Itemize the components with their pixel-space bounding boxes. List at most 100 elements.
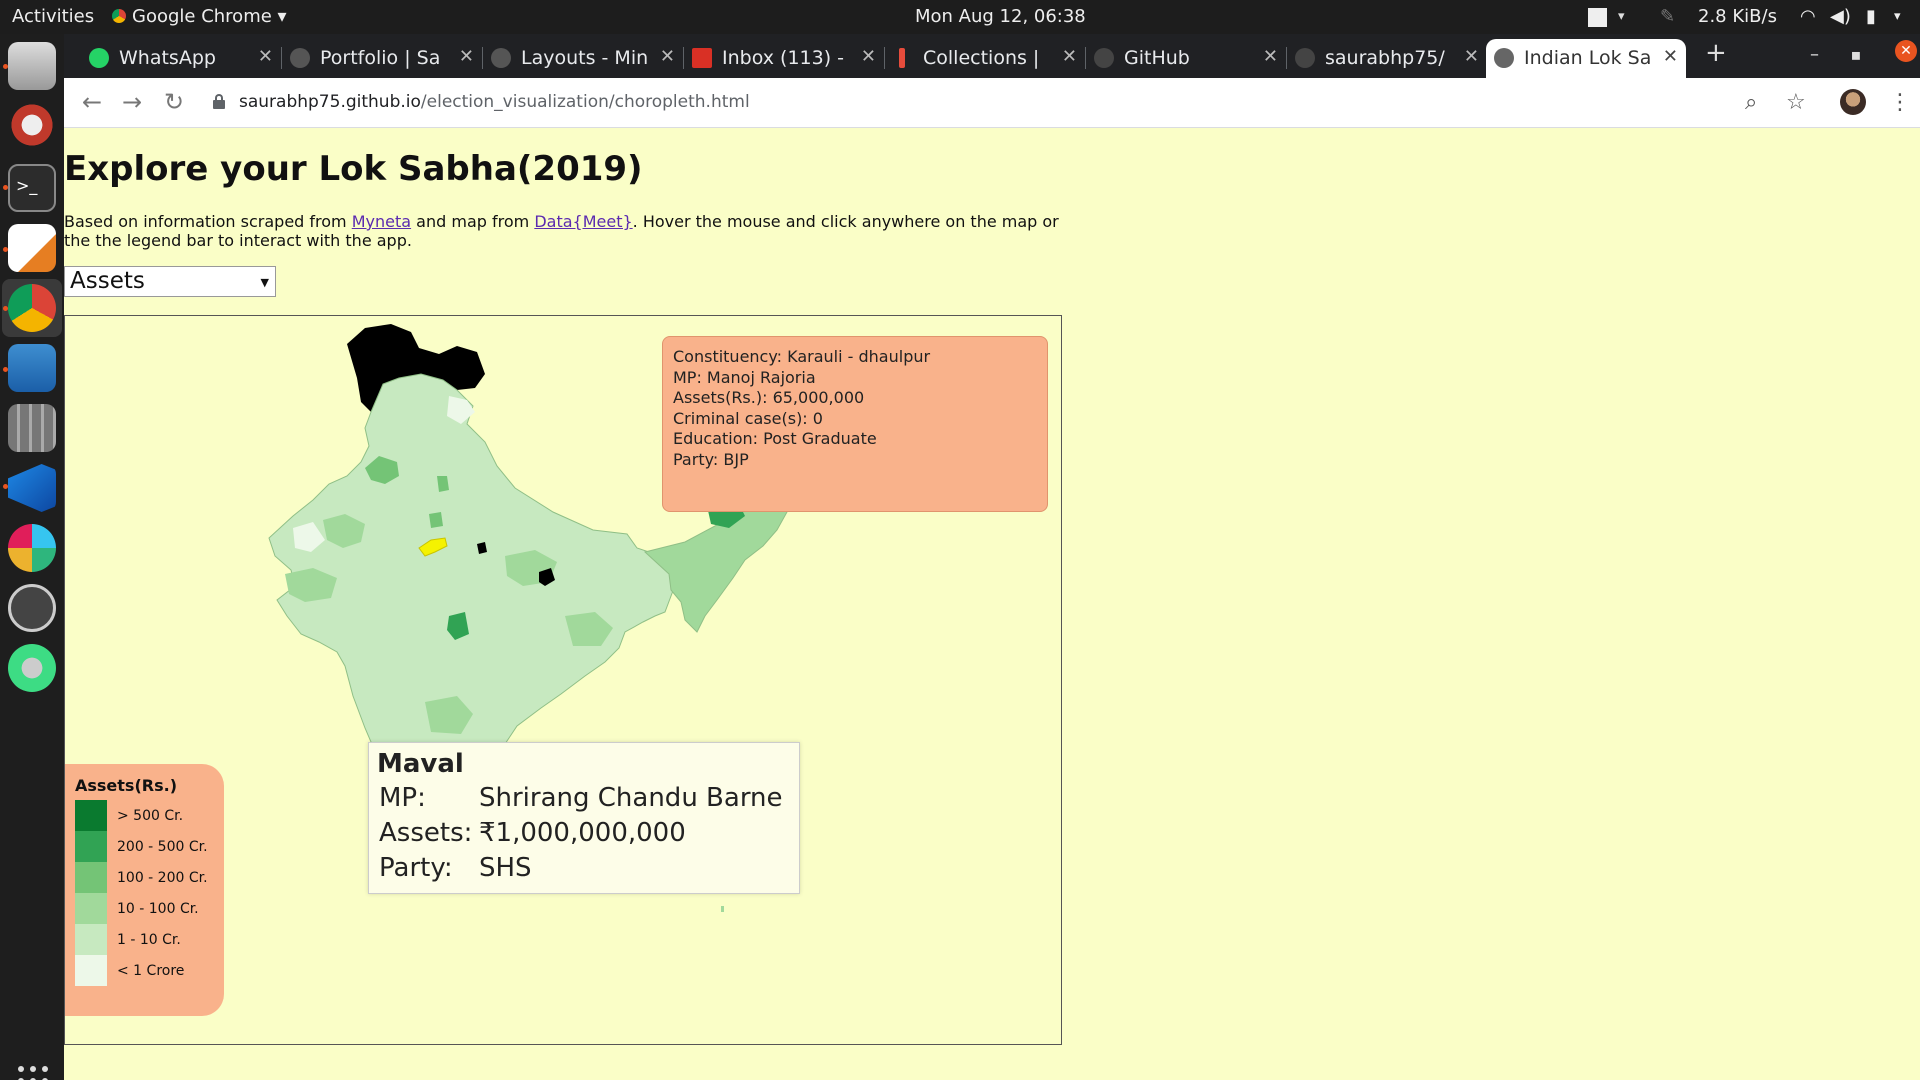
close-tab-icon[interactable]: ✕ (1662, 46, 1678, 67)
map-region-dark[interactable] (429, 512, 443, 528)
map-region-jammu-kashmir[interactable] (347, 324, 485, 412)
legend-item[interactable]: < 1 Crore (75, 955, 215, 986)
metric-select[interactable]: Assets ▼ (64, 266, 276, 297)
chrome-icon (112, 9, 126, 23)
text-editor-icon[interactable] (8, 224, 56, 272)
close-tab-icon[interactable]: ✕ (1061, 46, 1077, 67)
legend-item[interactable]: 10 - 100 Cr. (75, 893, 215, 924)
app-menu-label: Google Chrome (132, 6, 272, 27)
map-region-dark[interactable] (437, 476, 449, 492)
terminal-icon[interactable]: >_ (8, 164, 56, 212)
legend-item[interactable]: 100 - 200 Cr. (75, 862, 215, 893)
calculator-icon[interactable] (8, 404, 56, 452)
tab-github[interactable]: GitHub ✕ (1086, 39, 1287, 78)
url-text[interactable]: saurabhp75.github.io/election_visualizat… (239, 92, 750, 112)
tray-caret-icon[interactable]: ▾ (1618, 9, 1625, 24)
writer-icon[interactable] (8, 344, 56, 392)
legend-item[interactable]: 1 - 10 Cr. (75, 924, 215, 955)
battery-icon[interactable]: ▮ (1866, 6, 1876, 27)
maximize-button[interactable]: ◼ (1851, 48, 1861, 62)
tab-portfolio[interactable]: Portfolio | Sa ✕ (282, 39, 483, 78)
tab-title: Layouts - Min (521, 47, 649, 69)
profile-avatar[interactable] (1840, 89, 1866, 115)
tab-layouts[interactable]: Layouts - Min ✕ (483, 39, 684, 78)
close-tab-icon[interactable]: ✕ (860, 46, 876, 67)
pen-icon[interactable]: ✎ (1660, 6, 1676, 27)
map-region-medium[interactable] (323, 514, 365, 548)
show-applications-icon[interactable] (18, 1066, 48, 1080)
map-region-dark[interactable] (447, 612, 469, 640)
tab-collections[interactable]: Collections | ✕ (885, 39, 1086, 78)
map-region-medium[interactable] (285, 568, 337, 602)
tab-github-repo[interactable]: saurabhp75/ ✕ (1287, 39, 1487, 78)
tab-inbox[interactable]: Inbox (113) - ✕ (684, 39, 885, 78)
clock[interactable]: Mon Aug 12, 06:38 (915, 6, 1086, 27)
app-menu[interactable]: Google Chrome ▾ (112, 6, 287, 27)
tab-title: Indian Lok Sa (1524, 47, 1652, 69)
map-region-no-data[interactable] (477, 542, 487, 554)
forward-arrow-icon[interactable]: → (122, 88, 143, 116)
legend-swatch (75, 831, 107, 862)
running-indicator (3, 185, 8, 190)
tab-whatsapp[interactable]: WhatsApp ✕ (81, 39, 282, 78)
more-menu-icon[interactable]: ⋮ (1889, 90, 1911, 115)
legend-item[interactable]: 200 - 500 Cr. (75, 831, 215, 862)
new-tab-button[interactable]: + (1705, 38, 1727, 68)
volume-icon[interactable]: ◀) (1830, 6, 1851, 27)
tab-indian-lok-sabha[interactable]: Indian Lok Sa ✕ (1486, 39, 1686, 78)
info-assets: Assets(Rs.): 65,000,000 (673, 388, 865, 407)
hover-tooltip: Maval MP: Shrirang Chandu Barne Assets: … (368, 742, 800, 894)
map-region-medium[interactable] (425, 696, 473, 734)
datameet-link[interactable]: Data{Meet} (534, 212, 633, 231)
map-region-light[interactable] (293, 522, 325, 552)
map-region-medium[interactable] (565, 612, 613, 646)
legend-label: > 500 Cr. (117, 808, 184, 824)
map-region-no-data[interactable] (539, 568, 555, 586)
lock-icon (213, 94, 225, 109)
software-updater-icon[interactable] (8, 584, 56, 632)
tooltip-constituency: Maval (377, 749, 464, 779)
close-tab-icon[interactable]: ✕ (458, 46, 474, 67)
slack-icon[interactable] (8, 524, 56, 572)
page-title: Explore your Lok Sabha(2019) (64, 149, 643, 189)
close-tab-icon[interactable]: ✕ (659, 46, 675, 67)
tooltip-mp-label: MP: (379, 783, 426, 813)
map-region-light[interactable] (447, 396, 475, 424)
chrome-icon[interactable] (8, 284, 56, 332)
activities-button[interactable]: Activities (12, 6, 95, 27)
tab-title: Inbox (113) - (722, 47, 845, 69)
files-icon[interactable] (8, 42, 56, 90)
close-tab-icon[interactable]: ✕ (257, 46, 273, 67)
close-window-button[interactable]: ✕ (1895, 40, 1917, 62)
back-arrow-icon[interactable]: ← (82, 88, 103, 116)
legend-label: 1 - 10 Cr. (117, 932, 181, 948)
vscode-icon[interactable] (8, 464, 56, 512)
address-bar[interactable]: saurabhp75.github.io/election_visualizat… (209, 85, 1849, 121)
info-party: Party: BJP (673, 450, 749, 469)
minimize-button[interactable]: – (1810, 44, 1819, 65)
info-mp: MP: Manoj Rajoria (673, 368, 816, 387)
zoom-icon[interactable]: ⌕ (1745, 90, 1758, 115)
android-studio-icon[interactable] (8, 644, 56, 692)
close-tab-icon[interactable]: ✕ (1463, 46, 1479, 67)
reload-icon[interactable]: ↻ (164, 88, 185, 116)
legend-item[interactable]: > 500 Cr. (75, 800, 215, 831)
settings-icon[interactable] (8, 101, 56, 149)
page-description: Based on information scraped from Myneta… (64, 212, 1059, 250)
constituency-info-panel: Constituency: Karauli - dhaulpur MP: Man… (662, 336, 1048, 512)
myneta-link[interactable]: Myneta (351, 212, 412, 231)
globe-icon (290, 48, 310, 68)
wifi-icon[interactable]: ◠ (1800, 6, 1816, 27)
india-choropleth-map[interactable] (65, 316, 1061, 1044)
tray-indicator-icon[interactable] (1588, 8, 1607, 27)
system-menu-caret-icon[interactable]: ▾ (1894, 9, 1901, 24)
running-indicator (3, 306, 8, 311)
map-region-selected-karauli-dhaulpur[interactable] (418, 537, 448, 557)
browser-toolbar: ← → ↻ saurabhp75.github.io/election_visu… (64, 78, 1920, 128)
map-region-dark[interactable] (365, 456, 399, 484)
running-indicator (3, 247, 8, 252)
map-container[interactable]: Constituency: Karauli - dhaulpur MP: Man… (64, 315, 1062, 1045)
close-tab-icon[interactable]: ✕ (1262, 46, 1278, 67)
info-criminal-cases: Criminal case(s): 0 (673, 409, 823, 428)
bookmark-star-icon[interactable]: ☆ (1786, 90, 1806, 115)
